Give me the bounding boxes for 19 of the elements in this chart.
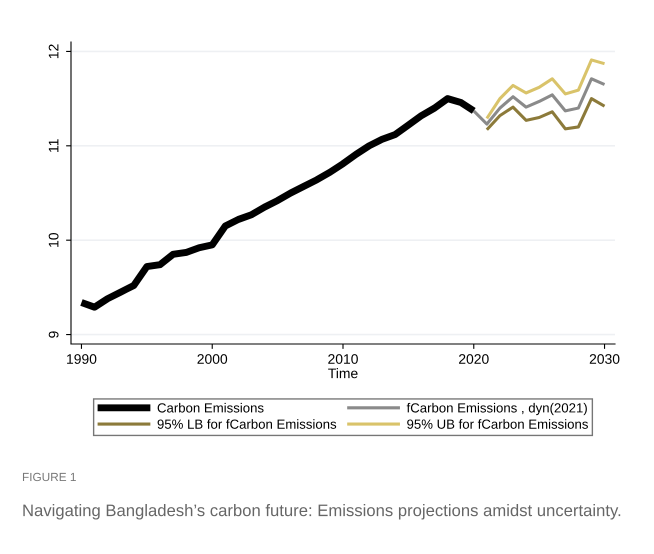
line-series <box>485 58 606 120</box>
y-tick-label: 10 <box>48 233 59 247</box>
x-tick-label: 2030 <box>590 354 620 364</box>
caption: FIGURE 1 <box>22 472 76 482</box>
text: Navigating Bangladesh’s carbon future: Emissions projections amidst uncertainty. <box>23 504 620 520</box>
legend-label: fCarbon Emissions , dyn(2021) <box>406 402 587 416</box>
line-series <box>472 77 606 126</box>
y-tick-label: 12 <box>48 44 58 58</box>
legend-label: Carbon Emissions <box>158 402 264 413</box>
y-tick-label: 11 <box>48 139 58 152</box>
x-tick-label: 1990 <box>67 354 96 364</box>
line-series <box>485 97 606 132</box>
x-axis-title: Time <box>328 368 358 378</box>
x-tick-label: 2010 <box>328 354 358 364</box>
x-tick-label: 2000 <box>197 354 228 364</box>
legend-label: 95% UB for fCarbon Emissions <box>407 419 588 429</box>
y-tick-label: 9 <box>48 331 59 338</box>
legend-label: 95% LB for fCarbon Emissions <box>158 419 336 429</box>
x-tick-label: 2020 <box>459 354 489 364</box>
